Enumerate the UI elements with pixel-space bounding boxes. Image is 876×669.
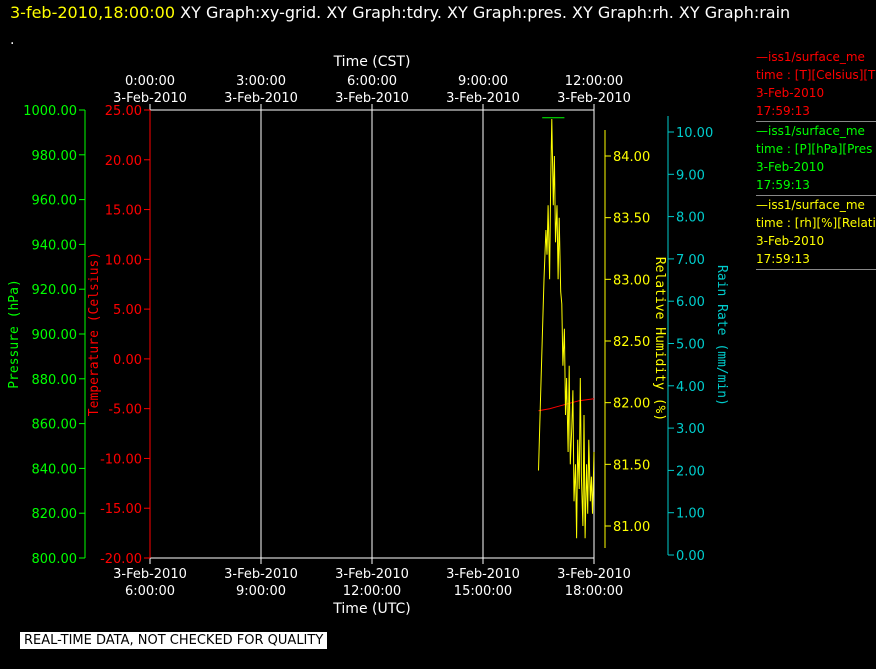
y-tick-label: 83.00 <box>613 273 650 288</box>
y-tick-label: 840.00 <box>32 462 78 477</box>
y-tick-label: 81.50 <box>613 458 650 473</box>
x-tick-label: 15:00:00 <box>454 584 512 599</box>
y-tick-label: 82.50 <box>613 335 650 350</box>
legend-text: —iss1/surface_me <box>756 50 865 64</box>
series-line <box>538 398 595 412</box>
y-tick-label: 820.00 <box>32 507 78 522</box>
legend-text: 3-Feb-2010 <box>756 160 825 174</box>
y-axis-label: Rain Rate (mm/min) <box>714 265 729 406</box>
y-tick-label: 0.00 <box>113 353 142 368</box>
y-tick-label: 10.00 <box>676 126 713 141</box>
legend-text: time : [P][hPa][Pres <box>756 142 873 156</box>
x-top-tick-label: 3-Feb-2010 <box>335 91 409 106</box>
x-top-tick-label: 12:00:00 <box>565 74 623 89</box>
y-tick-label: 960.00 <box>32 194 78 209</box>
legend-text: 3-Feb-2010 <box>756 234 825 248</box>
date-time: 3-feb-2010,18:00:00 <box>10 3 176 22</box>
series-line <box>538 118 595 539</box>
x-top-tick-label: 6:00:00 <box>347 74 397 89</box>
legend-text: —iss1/surface_me <box>756 124 865 138</box>
y-tick-label: 940.00 <box>32 238 78 253</box>
x-axis-label: Time (UTC) <box>332 601 410 617</box>
y-tick-label: 20.00 <box>105 154 142 169</box>
x-top-tick-label: 3-Feb-2010 <box>224 91 298 106</box>
y-tick-label: 2.00 <box>676 464 705 479</box>
y-tick-label: -15.00 <box>100 502 142 517</box>
x-tick-label: 18:00:00 <box>565 584 623 599</box>
x-tick-label: 9:00:00 <box>236 584 286 599</box>
x-tick-label: 3-Feb-2010 <box>557 567 631 582</box>
y-tick-label: 860.00 <box>32 418 78 433</box>
x-top-tick-label: 3-Feb-2010 <box>557 91 631 106</box>
y-tick-label: 5.00 <box>676 338 705 353</box>
legend-text: time : [T][Celsius][T <box>756 68 876 82</box>
y-tick-label: 920.00 <box>32 283 78 298</box>
x-top-tick-label: 3-Feb-2010 <box>113 91 187 106</box>
legend-text: 3-Feb-2010 <box>756 86 825 100</box>
y-tick-label: -10.00 <box>100 452 142 467</box>
quality-warning-banner: REAL-TIME DATA, NOT CHECKED FOR QUALITY <box>20 632 328 649</box>
y-tick-label: 6.00 <box>676 295 705 310</box>
x-tick-label: 6:00:00 <box>125 584 175 599</box>
x-top-tick-label: 3-Feb-2010 <box>446 91 520 106</box>
y-tick-label: 5.00 <box>113 303 142 318</box>
y-axis-label: Relative Humidity (%) <box>652 257 667 421</box>
y-tick-label: 81.00 <box>613 520 650 535</box>
y-tick-label: 10.00 <box>105 253 142 268</box>
y-tick-label: 9.00 <box>676 168 705 183</box>
y-tick-label: 84.00 <box>613 150 650 165</box>
y-tick-label: 800.00 <box>32 552 78 567</box>
legend-text: 17:59:13 <box>756 104 810 118</box>
legend-text: 17:59:13 <box>756 178 810 192</box>
y-tick-label: 3.00 <box>676 422 705 437</box>
x-tick-label: 3-Feb-2010 <box>224 567 298 582</box>
y-tick-label: 4.00 <box>676 380 705 395</box>
y-tick-label: 83.50 <box>613 212 650 227</box>
x-top-tick-label: 0:00:00 <box>125 74 175 89</box>
graph-title: 3-feb-2010,18:00:00 XY Graph:xy-grid. XY… <box>10 3 790 22</box>
legend-text: 17:59:13 <box>756 252 810 266</box>
legend: —iss1/surface_me time : [T][Celsius][T 3-F… <box>756 48 876 270</box>
y-tick-label: 980.00 <box>32 149 78 164</box>
y-tick-label: 0.00 <box>676 549 705 564</box>
legend-text: —iss1/surface_me <box>756 198 865 212</box>
y-tick-label: 82.00 <box>613 397 650 412</box>
x-tick-label: 12:00:00 <box>343 584 401 599</box>
y-tick-label: -5.00 <box>108 403 142 418</box>
x-tick-label: 3-Feb-2010 <box>446 567 520 582</box>
x-top-tick-label: 9:00:00 <box>458 74 508 89</box>
y-tick-label: -20.00 <box>100 552 142 567</box>
y-tick-label: 25.00 <box>105 104 142 119</box>
x-top-axis-label: Time (CST) <box>333 54 411 70</box>
legend-text: time : [rh][%][Relati <box>756 216 876 230</box>
y-tick-label: 1.00 <box>676 507 705 522</box>
y-tick-label: 880.00 <box>32 373 78 388</box>
status-dot: . <box>10 32 15 48</box>
y-axis-label: Pressure (hPa) <box>7 279 22 389</box>
x-tick-label: 3-Feb-2010 <box>335 567 409 582</box>
graph-list: XY Graph:xy-grid. XY Graph:tdry. XY Grap… <box>180 3 791 22</box>
x-tick-label: 3-Feb-2010 <box>113 567 187 582</box>
x-top-tick-label: 3:00:00 <box>236 74 286 89</box>
y-tick-label: 1000.00 <box>23 104 77 119</box>
y-tick-label: 7.00 <box>676 253 705 268</box>
y-tick-label: 15.00 <box>105 204 142 219</box>
y-tick-label: 8.00 <box>676 211 705 226</box>
y-axis-label: Temperature (Celsius) <box>87 252 102 416</box>
y-tick-label: 900.00 <box>32 328 78 343</box>
